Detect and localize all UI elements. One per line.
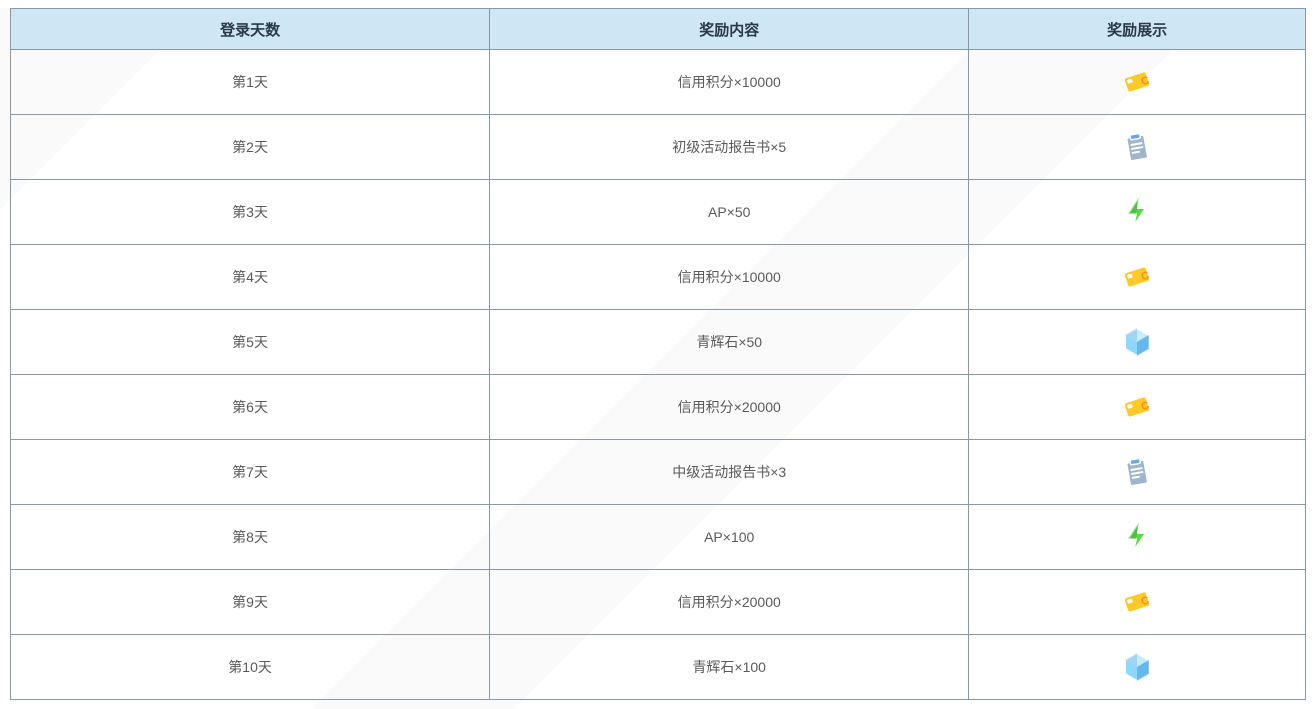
cell-reward-icon — [969, 180, 1306, 245]
cell-day: 第8天 — [11, 505, 490, 570]
report-icon — [1117, 127, 1157, 167]
table-row: 第10天青辉石×100 — [11, 635, 1306, 700]
cell-day: 第10天 — [11, 635, 490, 700]
cell-reward: 信用积分×10000 — [490, 50, 969, 115]
cell-reward: 信用积分×10000 — [490, 245, 969, 310]
table-row: 第6天信用积分×20000 C — [11, 375, 1306, 440]
cell-reward-icon: C — [969, 50, 1306, 115]
cell-reward-icon: C — [969, 245, 1306, 310]
cell-reward-icon — [969, 505, 1306, 570]
cell-reward-icon: C — [969, 375, 1306, 440]
cell-day: 第7天 — [11, 440, 490, 505]
cell-reward: 青辉石×100 — [490, 635, 969, 700]
credit-card-icon: C — [1117, 582, 1157, 622]
cell-reward: 信用积分×20000 — [490, 375, 969, 440]
table-header-row: 登录天数 奖励内容 奖励展示 — [11, 9, 1306, 50]
table-row: 第4天信用积分×10000 C — [11, 245, 1306, 310]
col-header-days: 登录天数 — [11, 9, 490, 50]
table-row: 第7天中级活动报告书×3 — [11, 440, 1306, 505]
cell-reward: 初级活动报告书×5 — [490, 115, 969, 180]
col-header-display: 奖励展示 — [969, 9, 1306, 50]
table-row: 第3天AP×50 — [11, 180, 1306, 245]
cell-reward-icon — [969, 115, 1306, 180]
table-row: 第8天AP×100 — [11, 505, 1306, 570]
cell-day: 第3天 — [11, 180, 490, 245]
gem-icon — [1117, 647, 1157, 687]
credit-card-icon: C — [1117, 62, 1157, 102]
report-icon — [1117, 452, 1157, 492]
table-row: 第1天信用积分×10000 C — [11, 50, 1306, 115]
cell-reward: 青辉石×50 — [490, 310, 969, 375]
cell-reward: AP×50 — [490, 180, 969, 245]
cell-day: 第4天 — [11, 245, 490, 310]
login-reward-table: 登录天数 奖励内容 奖励展示 第1天信用积分×10000C第2天初级活动报告书×… — [10, 8, 1306, 700]
cell-reward-icon — [969, 310, 1306, 375]
cell-day: 第5天 — [11, 310, 490, 375]
gem-icon — [1117, 322, 1157, 362]
cell-reward: 中级活动报告书×3 — [490, 440, 969, 505]
cell-day: 第9天 — [11, 570, 490, 635]
cell-reward-icon: C — [969, 570, 1306, 635]
cell-day: 第2天 — [11, 115, 490, 180]
credit-card-icon: C — [1117, 257, 1157, 297]
cell-reward-icon — [969, 440, 1306, 505]
col-header-reward: 奖励内容 — [490, 9, 969, 50]
cell-day: 第6天 — [11, 375, 490, 440]
lightning-icon — [1117, 192, 1157, 232]
lightning-icon — [1117, 517, 1157, 557]
cell-reward: 信用积分×20000 — [490, 570, 969, 635]
table-row: 第2天初级活动报告书×5 — [11, 115, 1306, 180]
credit-card-icon: C — [1117, 387, 1157, 427]
cell-day: 第1天 — [11, 50, 490, 115]
table-row: 第5天青辉石×50 — [11, 310, 1306, 375]
table-row: 第9天信用积分×20000 C — [11, 570, 1306, 635]
cell-reward-icon — [969, 635, 1306, 700]
cell-reward: AP×100 — [490, 505, 969, 570]
